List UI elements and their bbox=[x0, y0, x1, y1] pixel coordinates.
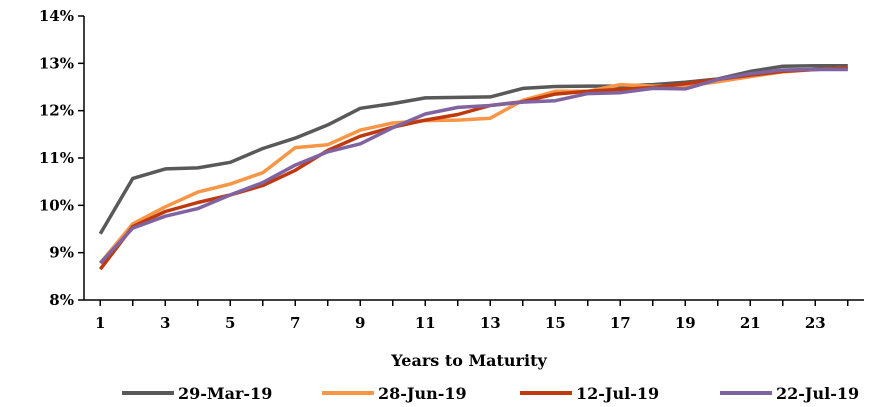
y-tick-label: 13% bbox=[39, 54, 74, 72]
series-line bbox=[98, 66, 848, 265]
legend: 29-Mar-19 28-Jun-19 12-Jul-19 22-Jul-19 bbox=[122, 384, 859, 403]
axes bbox=[78, 15, 864, 306]
legend-label: 29-Mar-19 bbox=[178, 384, 272, 403]
x-tick-label: 9 bbox=[355, 314, 365, 332]
series-lines bbox=[98, 63, 848, 271]
legend-item: 29-Mar-19 bbox=[122, 384, 272, 403]
x-tick-labels: 1 3 5 7 9 11 13 15 17 19 21 23 bbox=[95, 314, 826, 332]
legend-label: 28-Jun-19 bbox=[378, 384, 467, 403]
x-tick-label: 21 bbox=[740, 314, 761, 332]
y-tick-label: 14% bbox=[39, 7, 74, 25]
x-axis-title: Years to Maturity bbox=[390, 351, 547, 370]
x-tick-label: 13 bbox=[480, 314, 501, 332]
x-tick-label: 11 bbox=[415, 314, 436, 332]
series-line bbox=[99, 67, 848, 265]
legend-item: 28-Jun-19 bbox=[322, 384, 467, 403]
x-tick-label: 3 bbox=[160, 314, 170, 332]
x-tick-label: 19 bbox=[675, 314, 696, 332]
x-tick-label: 1 bbox=[95, 314, 105, 332]
y-tick-labels: 8% 9% 10% 11% 12% 13% 14% bbox=[39, 7, 74, 309]
x-tick-label: 15 bbox=[545, 314, 566, 332]
y-tick-label: 11% bbox=[39, 149, 74, 167]
x-tick-label: 7 bbox=[290, 314, 300, 332]
y-tick-label: 9% bbox=[49, 244, 74, 262]
x-tick-label: 5 bbox=[225, 314, 235, 332]
legend-label: 22-Jul-19 bbox=[776, 384, 859, 403]
x-tick-label: 17 bbox=[610, 314, 631, 332]
y-tick-label: 10% bbox=[39, 196, 74, 214]
legend-item: 12-Jul-19 bbox=[520, 384, 659, 403]
y-tick-label: 8% bbox=[49, 291, 74, 309]
series-line bbox=[98, 63, 848, 235]
legend-label: 12-Jul-19 bbox=[576, 384, 659, 403]
x-tick-label: 23 bbox=[805, 314, 826, 332]
y-tick-label: 12% bbox=[39, 102, 74, 120]
legend-item: 22-Jul-19 bbox=[720, 384, 859, 403]
